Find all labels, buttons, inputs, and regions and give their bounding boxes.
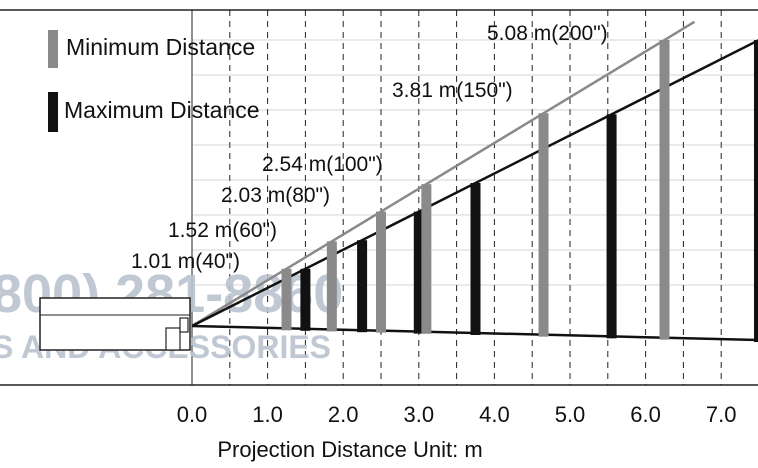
legend: Minimum Distance Maximum Distance [48,30,260,132]
x-tick-0.0: 0.0 [177,402,208,427]
screen-size-label-2: 2.03 m(80") [221,184,330,207]
min-bar-5 [660,40,670,340]
min-bar-3 [421,184,431,334]
max-bar-3 [471,183,481,335]
x-axis-title: Projection Distance Unit: m [217,437,482,462]
screen-size-label-4: 3.81 m(150") [392,79,513,102]
x-tick-6.0: 6.0 [630,402,661,427]
x-tick-5.0: 5.0 [555,402,586,427]
x-tick-2.0: 2.0 [328,402,359,427]
max-bar-5 [754,40,758,342]
min-bar-2 [376,212,386,333]
legend-min-swatch [48,30,58,68]
x-tick-7.0: 7.0 [706,402,737,427]
legend-max-label: Maximum Distance [64,97,260,123]
legend-max-swatch [48,92,58,132]
projector-icon [40,298,190,350]
max-bar-4 [607,114,617,338]
x-axis-ticks: 0.0 1.0 2.0 3.0 4.0 5.0 6.0 7.0 [177,402,737,427]
screen-size-label-1: 1.52 m(60") [168,219,277,242]
x-tick-4.0: 4.0 [479,402,510,427]
x-tick-1.0: 1.0 [252,402,283,427]
screen-size-label-3: 2.54 m(100") [262,153,383,176]
max-bar-1 [357,240,367,332]
min-bar-4 [539,113,549,336]
legend-min-label: Minimum Distance [66,34,255,60]
min-bar-0 [282,269,292,331]
x-tick-3.0: 3.0 [404,402,435,427]
min-bar-1 [327,241,337,331]
screen-size-label-5: 5.08 m(200") [487,22,608,45]
screen-bars [282,40,758,342]
max-bar-0 [300,269,310,331]
screen-size-label-0: 1.01 m(40") [131,250,240,273]
